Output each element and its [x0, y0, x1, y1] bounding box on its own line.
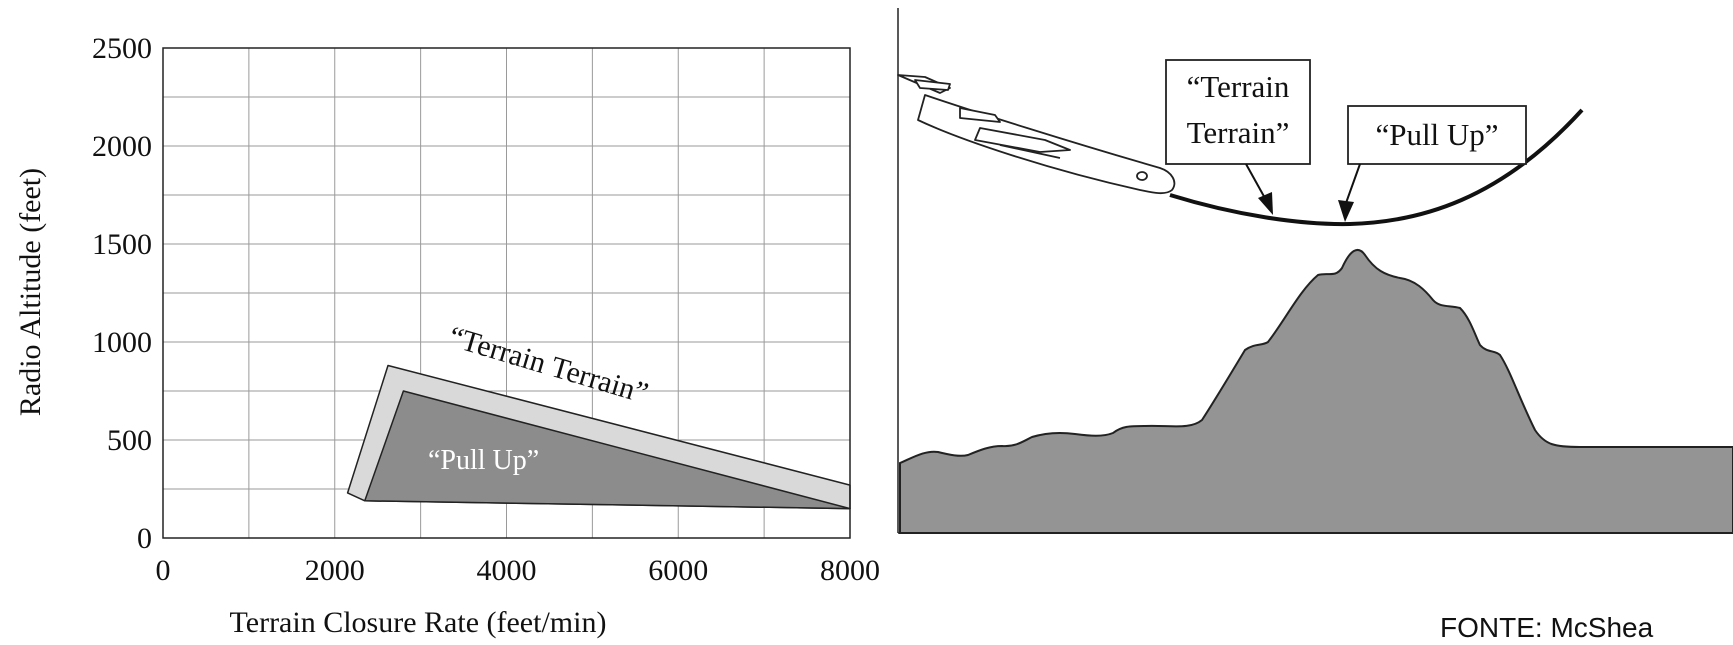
chart-regions — [346, 364, 851, 510]
y-tick-label: 1000 — [92, 326, 152, 359]
y-tick-label: 1500 — [92, 228, 152, 261]
plot-frame — [162, 47, 851, 539]
y-tick-label: 500 — [107, 424, 152, 457]
pull-up-callout-text: “Pull Up” — [1375, 117, 1498, 152]
region-label-pull-up: “Pull Up” — [428, 445, 539, 476]
x-tick-labels: 0 2000 4000 6000 8000 — [156, 554, 881, 587]
source-caption: FONTE: McShea — [1440, 612, 1654, 643]
gpws-envelope-chart: 0 2000 4000 6000 8000 0 500 1000 1500 2000 2500 “… — [14, 32, 880, 639]
terrain-callout-line2: Terrain” — [1187, 115, 1290, 150]
y-tick-label: 2000 — [92, 130, 152, 163]
terrain-scenario-illustration: “Terrain Terrain” “Pull Up” — [897, 8, 1733, 534]
pull-up-pointer-arrowhead — [1338, 200, 1354, 222]
chart-grid — [163, 48, 850, 538]
pull-up-pointer-line — [1345, 163, 1361, 204]
x-tick-label: 6000 — [648, 554, 708, 587]
y-tick-label: 0 — [137, 522, 152, 555]
terrain-callout-box — [1165, 59, 1311, 165]
terrain-profile — [899, 248, 1733, 534]
terrain-pointer-arrowhead — [1258, 192, 1273, 215]
y-axis-label: Radio Altitude (feet) — [14, 168, 47, 416]
x-axis-label: Terrain Closure Rate (feet/min) — [230, 606, 607, 639]
x-tick-label: 4000 — [477, 554, 537, 587]
x-tick-label: 2000 — [305, 554, 365, 587]
aircraft-icon — [897, 74, 1176, 195]
x-tick-label: 8000 — [820, 554, 880, 587]
pull-up-callout-box — [1347, 105, 1527, 165]
terrain-callout-line1: “Terrain — [1187, 69, 1290, 104]
flight-path — [1169, 108, 1584, 227]
x-tick-label: 0 — [156, 554, 171, 587]
y-tick-label: 2500 — [92, 32, 152, 65]
y-tick-labels: 0 500 1000 1500 2000 2500 — [92, 32, 152, 555]
terrain-pointer-line — [1245, 163, 1267, 201]
region-pull-up — [364, 390, 851, 510]
